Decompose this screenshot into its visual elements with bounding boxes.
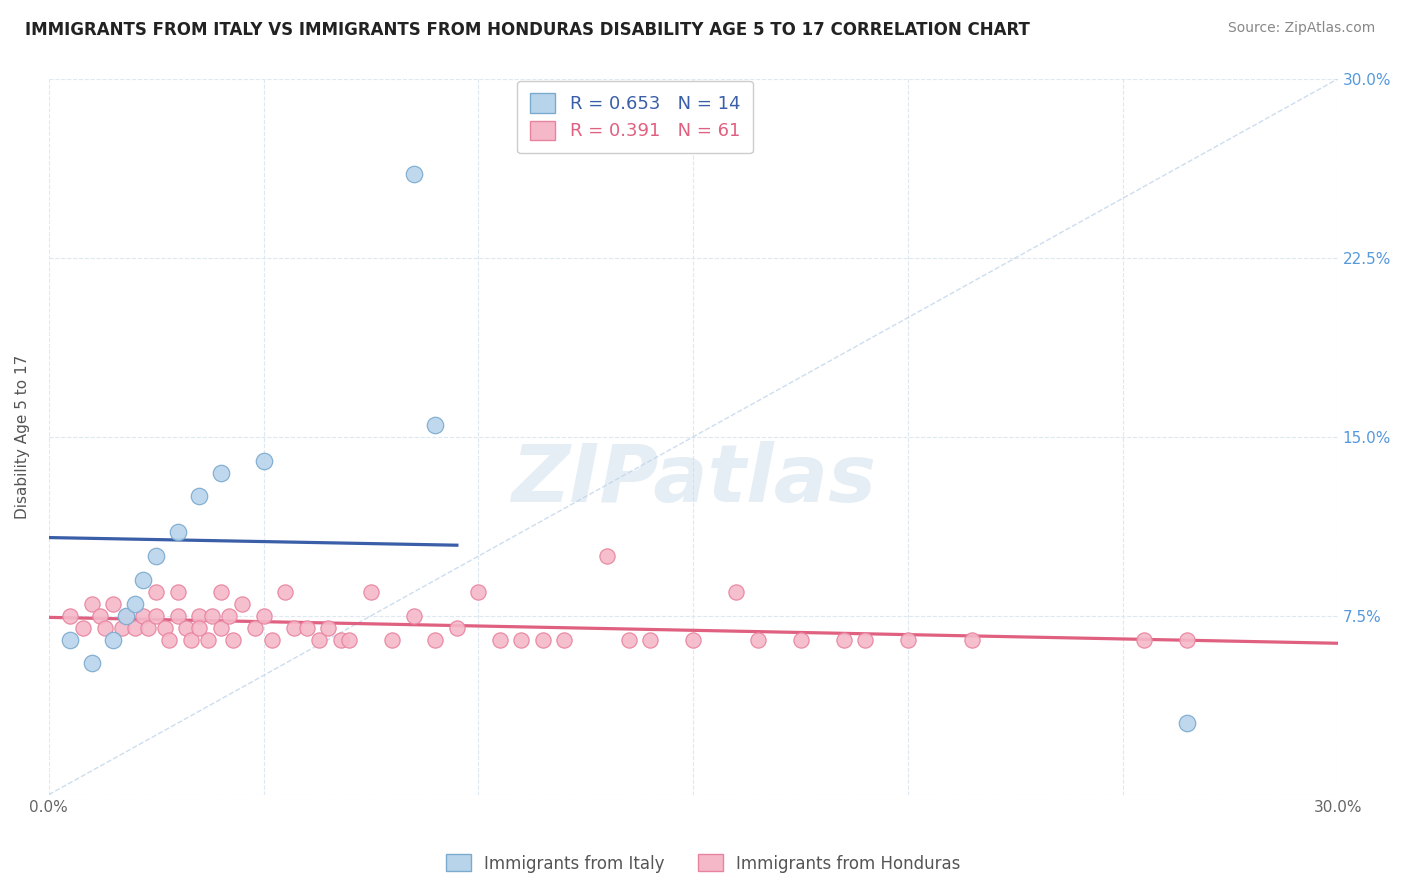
Point — [157, 632, 180, 647]
Point — [132, 608, 155, 623]
Point — [1133, 632, 1156, 647]
Point — [381, 632, 404, 647]
Point — [209, 585, 232, 599]
Point — [153, 621, 176, 635]
Point — [252, 453, 274, 467]
Legend: R = 0.653   N = 14, R = 0.391   N = 61: R = 0.653 N = 14, R = 0.391 N = 61 — [517, 81, 754, 153]
Point — [425, 632, 447, 647]
Point — [360, 585, 382, 599]
Point — [166, 585, 188, 599]
Point — [510, 632, 533, 647]
Point — [103, 632, 125, 647]
Point — [231, 597, 253, 611]
Point — [209, 621, 232, 635]
Point — [80, 657, 103, 671]
Y-axis label: Disability Age 5 to 17: Disability Age 5 to 17 — [15, 355, 30, 519]
Point — [308, 632, 330, 647]
Point — [72, 621, 94, 635]
Point — [853, 632, 876, 647]
Point — [209, 466, 232, 480]
Point — [89, 608, 111, 623]
Point — [747, 632, 769, 647]
Point — [489, 632, 512, 647]
Point — [467, 585, 489, 599]
Point — [201, 608, 224, 623]
Point — [218, 608, 240, 623]
Point — [115, 608, 138, 623]
Point — [425, 417, 447, 432]
Legend: Immigrants from Italy, Immigrants from Honduras: Immigrants from Italy, Immigrants from H… — [439, 847, 967, 880]
Point — [124, 597, 146, 611]
Point — [962, 632, 984, 647]
Point — [132, 573, 155, 587]
Point — [1175, 632, 1198, 647]
Point — [115, 608, 138, 623]
Point — [174, 621, 197, 635]
Point — [725, 585, 748, 599]
Point — [188, 621, 211, 635]
Point — [124, 621, 146, 635]
Point — [180, 632, 202, 647]
Point — [329, 632, 352, 647]
Point — [283, 621, 305, 635]
Point — [252, 608, 274, 623]
Point — [402, 168, 425, 182]
Point — [897, 632, 920, 647]
Point — [531, 632, 554, 647]
Point — [262, 632, 284, 647]
Point — [243, 621, 266, 635]
Point — [339, 632, 361, 647]
Point — [145, 608, 167, 623]
Point — [103, 597, 125, 611]
Point — [1175, 716, 1198, 731]
Point — [166, 525, 188, 540]
Point — [553, 632, 575, 647]
Point — [145, 585, 167, 599]
Point — [638, 632, 661, 647]
Text: IMMIGRANTS FROM ITALY VS IMMIGRANTS FROM HONDURAS DISABILITY AGE 5 TO 17 CORRELA: IMMIGRANTS FROM ITALY VS IMMIGRANTS FROM… — [25, 21, 1031, 38]
Point — [222, 632, 245, 647]
Point — [832, 632, 855, 647]
Point — [188, 490, 211, 504]
Text: Source: ZipAtlas.com: Source: ZipAtlas.com — [1227, 21, 1375, 35]
Text: ZIPatlas: ZIPatlas — [510, 441, 876, 519]
Point — [789, 632, 811, 647]
Point — [596, 549, 619, 563]
Point — [188, 608, 211, 623]
Point — [93, 621, 115, 635]
Point — [197, 632, 219, 647]
Point — [111, 621, 134, 635]
Point — [145, 549, 167, 563]
Point — [316, 621, 339, 635]
Point — [446, 621, 468, 635]
Point — [274, 585, 297, 599]
Point — [295, 621, 318, 635]
Point — [59, 608, 82, 623]
Point — [80, 597, 103, 611]
Point — [166, 608, 188, 623]
Point — [617, 632, 640, 647]
Point — [682, 632, 704, 647]
Point — [59, 632, 82, 647]
Point — [136, 621, 159, 635]
Point — [402, 608, 425, 623]
